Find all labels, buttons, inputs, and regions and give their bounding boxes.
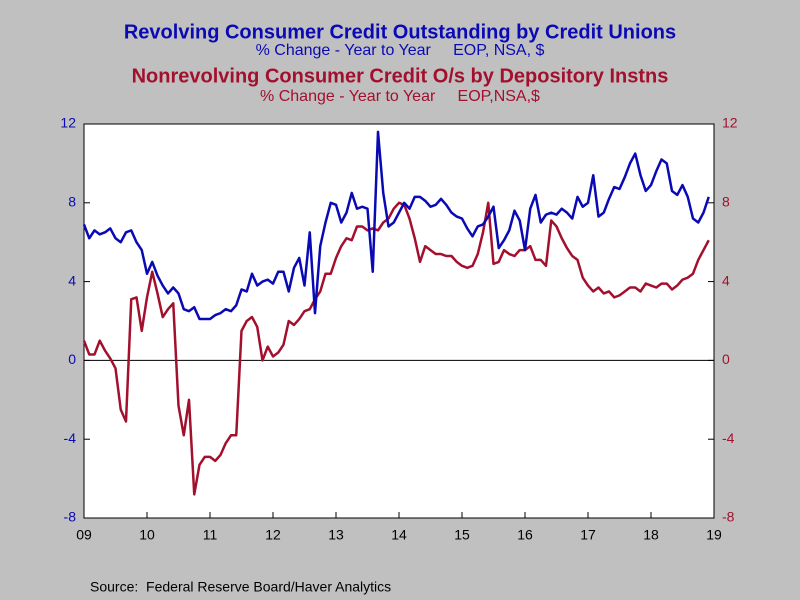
x-tick-label: 19: [706, 527, 722, 543]
series-line: [82, 130, 710, 321]
subtitle-red: % Change - Year to Year EOP,NSA,$: [260, 88, 540, 105]
y2-tick-label: 8: [722, 194, 730, 210]
y-tick-label: -8: [64, 509, 77, 525]
x-tick-label: 16: [517, 527, 533, 543]
x-tick-label: 17: [580, 527, 596, 543]
x-tick-label: 18: [643, 527, 659, 543]
y-tick-label: 4: [68, 272, 76, 288]
x-tick-label: 11: [203, 527, 218, 543]
y2-tick-label: -8: [722, 509, 735, 525]
x-tick-label: 15: [454, 527, 470, 543]
y-tick-label: 0: [68, 351, 76, 367]
y-tick-label: -4: [64, 430, 77, 446]
y2-tick-label: 4: [722, 272, 730, 288]
y2-tick-label: 12: [722, 115, 738, 131]
x-tick-label: 12: [265, 527, 281, 543]
y-tick-label: 8: [68, 194, 76, 210]
x-tick-label: 13: [328, 527, 344, 543]
x-tick-label: 09: [76, 527, 92, 543]
series-line: [82, 201, 710, 496]
x-tick-label: 10: [139, 527, 155, 543]
y2-tick-label: 0: [722, 351, 730, 367]
source: Source: Federal Reserve Board/Haver Anal…: [90, 579, 391, 595]
title-blue: Revolving Consumer Credit Outstanding by…: [124, 21, 676, 43]
y-tick-label: 12: [60, 115, 76, 131]
subtitle-blue: % Change - Year to Year EOP, NSA, $: [256, 42, 545, 59]
x-tick-label: 14: [391, 527, 407, 543]
y2-tick-label: -4: [722, 430, 735, 446]
title-red: Nonrevolving Consumer Credit O/s by Depo…: [132, 65, 669, 87]
plot-area: [83, 123, 715, 519]
